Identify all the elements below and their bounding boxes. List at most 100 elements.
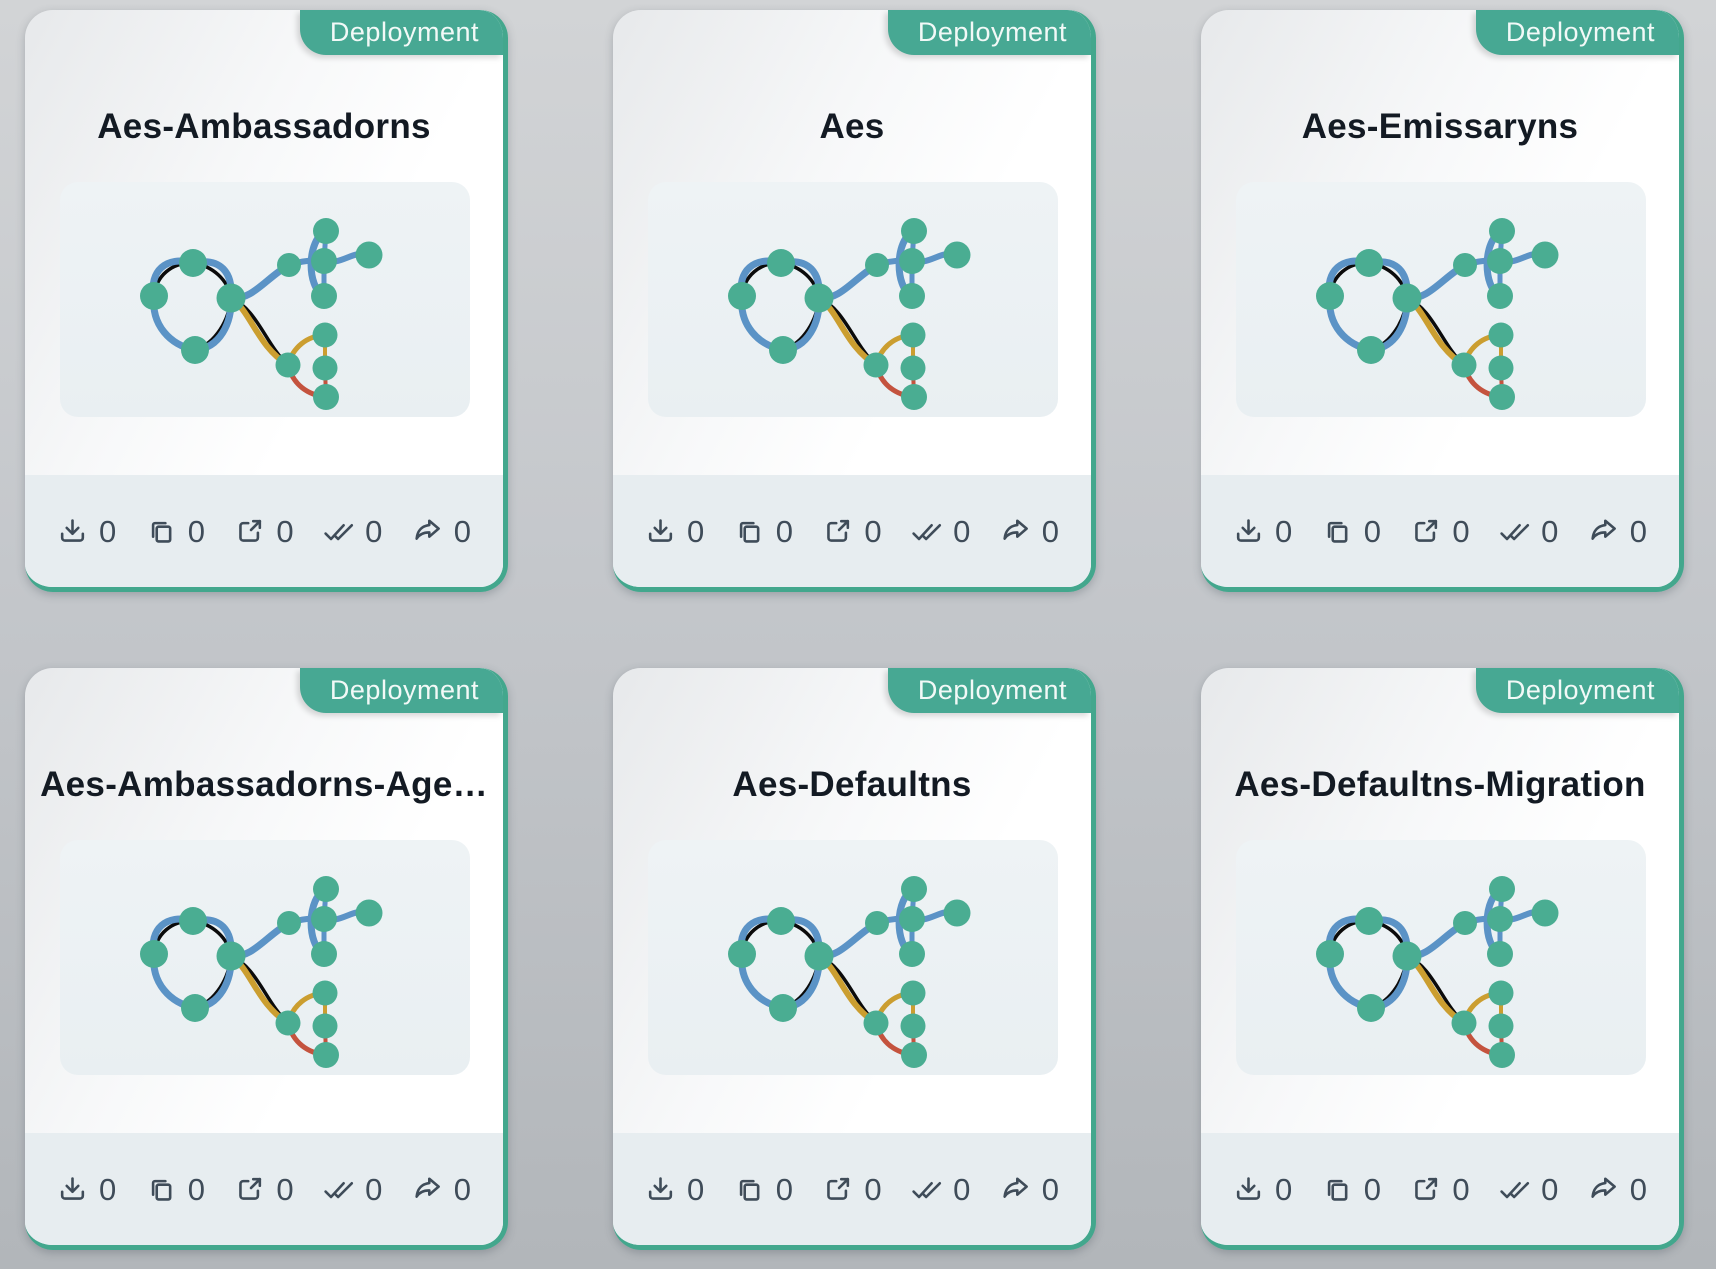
approve-count: 0 <box>365 1171 383 1207</box>
action-open-external[interactable]: 0 <box>822 1171 882 1207</box>
double-check-icon[interactable] <box>911 1174 942 1205</box>
pipeline-graph-thumbnail <box>60 840 470 1075</box>
action-duplicate[interactable]: 0 <box>1322 1174 1381 1205</box>
action-duplicate[interactable]: 0 <box>734 516 793 547</box>
download-icon[interactable] <box>1233 1174 1264 1205</box>
action-open-external[interactable]: 0 <box>1410 1171 1470 1207</box>
action-download[interactable]: 0 <box>1233 1174 1292 1205</box>
deployment-card[interactable]: Deployment Aes 0 0 0 0 <box>613 10 1096 592</box>
action-share[interactable]: 0 <box>1588 1174 1647 1205</box>
download-icon[interactable] <box>57 1174 88 1205</box>
card-title: Aes-Defaultns-Migration <box>1234 765 1646 804</box>
approve-count: 0 <box>953 513 971 549</box>
copy-icon[interactable] <box>734 1174 765 1205</box>
approve-count: 0 <box>1541 513 1559 549</box>
deployment-card[interactable]: Deployment Aes-Defaultns 0 0 0 0 <box>613 668 1096 1250</box>
action-open-external[interactable]: 0 <box>234 1171 294 1207</box>
open-external-count: 0 <box>864 1171 882 1207</box>
action-open-external[interactable]: 0 <box>822 513 882 549</box>
action-approve[interactable]: 0 <box>323 516 382 547</box>
action-approve[interactable]: 0 <box>911 1174 970 1205</box>
duplicate-count: 0 <box>1363 1171 1381 1207</box>
action-share[interactable]: 0 <box>412 516 471 547</box>
card-title: Aes-Ambassadorns-Age… <box>40 765 488 804</box>
share-forward-icon[interactable] <box>412 1174 443 1205</box>
action-download[interactable]: 0 <box>57 516 116 547</box>
action-duplicate[interactable]: 0 <box>734 1174 793 1205</box>
download-count: 0 <box>1275 513 1293 549</box>
pipeline-graph <box>648 840 1058 1075</box>
share-forward-icon[interactable] <box>1000 516 1031 547</box>
copy-icon[interactable] <box>1322 516 1353 547</box>
deployment-badge: Deployment <box>1475 10 1679 55</box>
open-external-count: 0 <box>864 513 882 549</box>
double-check-icon[interactable] <box>1499 1174 1530 1205</box>
duplicate-count: 0 <box>187 513 205 549</box>
badge-label: Deployment <box>1505 17 1655 47</box>
action-download[interactable]: 0 <box>57 1174 116 1205</box>
double-check-icon[interactable] <box>1499 516 1530 547</box>
deployment-badge: Deployment <box>887 10 1091 55</box>
action-approve[interactable]: 0 <box>323 1174 382 1205</box>
copy-icon[interactable] <box>1322 1174 1353 1205</box>
double-check-icon[interactable] <box>323 1174 354 1205</box>
double-check-icon[interactable] <box>911 516 942 547</box>
action-open-external[interactable]: 0 <box>234 516 294 547</box>
pipeline-graph-thumbnail <box>648 182 1058 417</box>
badge-label: Deployment <box>329 17 479 47</box>
action-download[interactable]: 0 <box>1233 516 1292 547</box>
share-count: 0 <box>453 1171 471 1207</box>
download-icon[interactable] <box>645 1174 676 1205</box>
double-check-icon[interactable] <box>323 516 354 547</box>
external-link-icon[interactable] <box>1410 1174 1441 1205</box>
external-link-icon[interactable] <box>234 516 265 547</box>
copy-icon[interactable] <box>146 516 177 547</box>
action-approve[interactable]: 0 <box>1499 516 1558 547</box>
action-share[interactable]: 0 <box>1000 1174 1059 1205</box>
share-forward-icon[interactable] <box>412 516 443 547</box>
action-share[interactable]: 0 <box>1588 516 1647 547</box>
download-count: 0 <box>687 1171 705 1207</box>
pipeline-graph <box>1236 840 1646 1075</box>
action-share[interactable]: 0 <box>412 1174 471 1205</box>
copy-icon[interactable] <box>734 516 765 547</box>
deployment-badge: Deployment <box>887 668 1091 713</box>
action-duplicate[interactable]: 0 <box>146 516 205 547</box>
deployment-card[interactable]: Deployment Aes-Ambassadorns 0 0 0 0 <box>25 10 508 592</box>
open-external-count: 0 <box>276 1171 294 1207</box>
share-forward-icon[interactable] <box>1588 1174 1619 1205</box>
action-duplicate[interactable]: 0 <box>1322 516 1381 547</box>
share-forward-icon[interactable] <box>1000 1174 1031 1205</box>
action-open-external[interactable]: 0 <box>1410 516 1470 547</box>
download-icon[interactable] <box>57 516 88 547</box>
deployment-card[interactable]: Deployment Aes-Ambassadorns-Age… 0 0 0 0 <box>25 668 508 1250</box>
external-link-icon[interactable] <box>234 1174 265 1205</box>
share-forward-icon[interactable] <box>1588 516 1619 547</box>
action-download[interactable]: 0 <box>645 516 704 547</box>
deployment-card[interactable]: Deployment Aes-Defaultns-Migration 0 0 0… <box>1201 668 1684 1250</box>
duplicate-count: 0 <box>1363 513 1381 549</box>
deployment-badge: Deployment <box>1475 668 1679 713</box>
action-share[interactable]: 0 <box>1000 516 1059 547</box>
pipeline-graph-thumbnail <box>648 840 1058 1075</box>
external-link-icon[interactable] <box>1410 516 1441 547</box>
deployment-badge: Deployment <box>299 10 503 55</box>
badge-label: Deployment <box>917 17 1067 47</box>
copy-icon[interactable] <box>146 1174 177 1205</box>
deployment-badge: Deployment <box>299 668 503 713</box>
action-duplicate[interactable]: 0 <box>146 1174 205 1205</box>
action-approve[interactable]: 0 <box>911 516 970 547</box>
pipeline-graph-thumbnail <box>60 182 470 417</box>
download-count: 0 <box>99 1171 117 1207</box>
action-download[interactable]: 0 <box>645 1174 704 1205</box>
card-title: Aes-Defaultns <box>732 765 972 804</box>
download-icon[interactable] <box>645 516 676 547</box>
approve-count: 0 <box>1541 1171 1559 1207</box>
action-approve[interactable]: 0 <box>1499 1174 1558 1205</box>
share-count: 0 <box>1629 513 1647 549</box>
deployment-card[interactable]: Deployment Aes-Emissaryns 0 0 0 0 <box>1201 10 1684 592</box>
download-icon[interactable] <box>1233 516 1264 547</box>
external-link-icon[interactable] <box>822 516 853 547</box>
external-link-icon[interactable] <box>822 1174 853 1205</box>
open-external-count: 0 <box>1452 1171 1470 1207</box>
